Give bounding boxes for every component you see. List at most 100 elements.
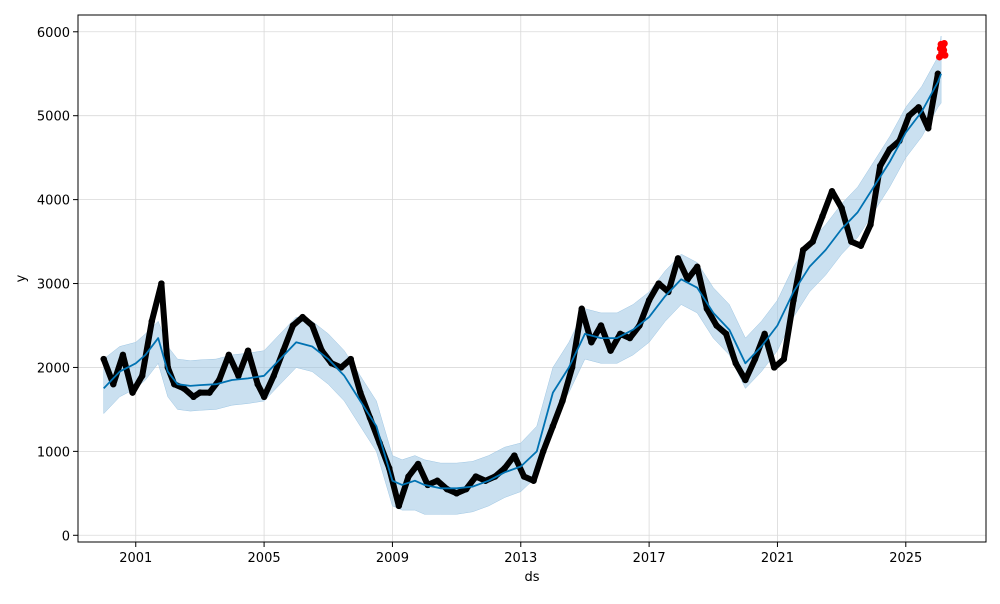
y-axis-ticks: 0 1000 2000 3000 4000 5000 6000 <box>37 26 78 544</box>
y-tick-label: 5000 <box>37 110 70 125</box>
observed-point <box>100 355 107 363</box>
x-axis-ticks: 2001 2005 2009 2013 2017 2021 2025 <box>119 542 922 566</box>
uncertainty-band <box>103 35 942 515</box>
observed-point <box>876 162 884 170</box>
observed-point <box>511 452 518 459</box>
observed-point <box>190 393 197 401</box>
observed-point <box>434 477 441 484</box>
x-tick-label: 2001 <box>119 551 152 566</box>
observed-point <box>235 372 242 380</box>
y-axis-title: y <box>14 274 29 282</box>
forecast-line <box>103 73 942 490</box>
x-tick-label: 2021 <box>761 551 794 566</box>
observed-point <box>395 502 403 510</box>
observed-point <box>472 473 480 480</box>
observed-points <box>100 70 942 510</box>
x-axis-title: ds <box>524 570 539 585</box>
observed-point <box>289 322 297 329</box>
observed-point <box>280 347 287 354</box>
observed-point <box>925 125 932 132</box>
observed-point <box>206 389 213 396</box>
observed-point <box>915 104 922 111</box>
observed-point <box>751 355 759 363</box>
observed-point <box>309 322 316 329</box>
observed-point <box>540 448 547 455</box>
observed-point <box>578 305 585 312</box>
observed-point <box>694 263 701 270</box>
observed-point <box>405 473 412 480</box>
y-tick-label: 4000 <box>37 194 70 209</box>
observed-point <box>742 376 749 384</box>
observed-point <box>626 334 634 342</box>
observed-point <box>819 213 826 220</box>
observed-point <box>225 351 232 359</box>
observed-point <box>780 355 788 363</box>
y-tick-label: 6000 <box>37 26 70 41</box>
observed-point <box>158 280 165 287</box>
observed-point <box>138 372 146 380</box>
plot-frame <box>77 14 987 543</box>
observed-point <box>655 280 662 287</box>
observed-point <box>597 322 605 329</box>
observed-point <box>110 381 117 388</box>
observed-point <box>196 389 204 396</box>
x-tick-label: 2013 <box>504 551 537 566</box>
observed-point <box>645 297 653 304</box>
observed-point <box>607 347 614 354</box>
observed-point <box>867 221 874 228</box>
observed-point <box>838 204 845 212</box>
x-tick-label: 2009 <box>376 551 409 566</box>
observed-point <box>299 313 306 321</box>
recent-point <box>940 40 948 48</box>
uncertainty-band-area <box>103 35 942 515</box>
recent-points <box>935 40 949 61</box>
observed-point <box>588 339 595 346</box>
y-tick-label: 0 <box>62 529 70 544</box>
observed-point <box>674 255 682 262</box>
observed-point <box>414 460 422 468</box>
observed-point <box>260 393 268 401</box>
observed-point <box>530 477 537 484</box>
observed-point <box>771 364 778 371</box>
observed-point <box>732 360 739 367</box>
observed-point <box>799 246 807 254</box>
observed-point <box>453 490 460 497</box>
observed-point <box>180 385 188 392</box>
observed-point <box>761 330 768 338</box>
observed-point <box>934 70 942 77</box>
observed-point <box>129 389 136 396</box>
observed-point <box>790 297 797 304</box>
y-tick-label: 1000 <box>37 445 70 460</box>
observed-point <box>244 347 252 354</box>
observed-point <box>119 351 127 359</box>
observed-point <box>559 397 566 405</box>
y-tick-label: 3000 <box>37 278 70 293</box>
x-tick-label: 2017 <box>633 551 666 566</box>
observed-point <box>254 381 261 388</box>
observed-point <box>148 318 155 325</box>
recent-point <box>941 51 949 59</box>
observed-point <box>215 376 223 384</box>
x-tick-label: 2005 <box>248 551 281 566</box>
observed-point <box>848 238 855 245</box>
observed-point <box>549 422 557 430</box>
observed-point <box>520 473 528 480</box>
observed-point <box>828 188 836 195</box>
forecast-line-group <box>103 73 942 490</box>
observed-point <box>337 364 345 371</box>
y-tick-label: 2000 <box>37 361 70 376</box>
observed-point <box>713 322 720 329</box>
observed-point <box>501 464 508 472</box>
observed-point <box>703 305 711 312</box>
observed-point <box>722 330 730 338</box>
grid-lines <box>78 15 986 542</box>
observed-point <box>357 389 364 396</box>
observed-point <box>857 242 865 249</box>
observed-point <box>905 112 913 119</box>
observed-point <box>809 238 816 245</box>
observed-point <box>270 372 277 380</box>
observed-point <box>347 355 354 363</box>
